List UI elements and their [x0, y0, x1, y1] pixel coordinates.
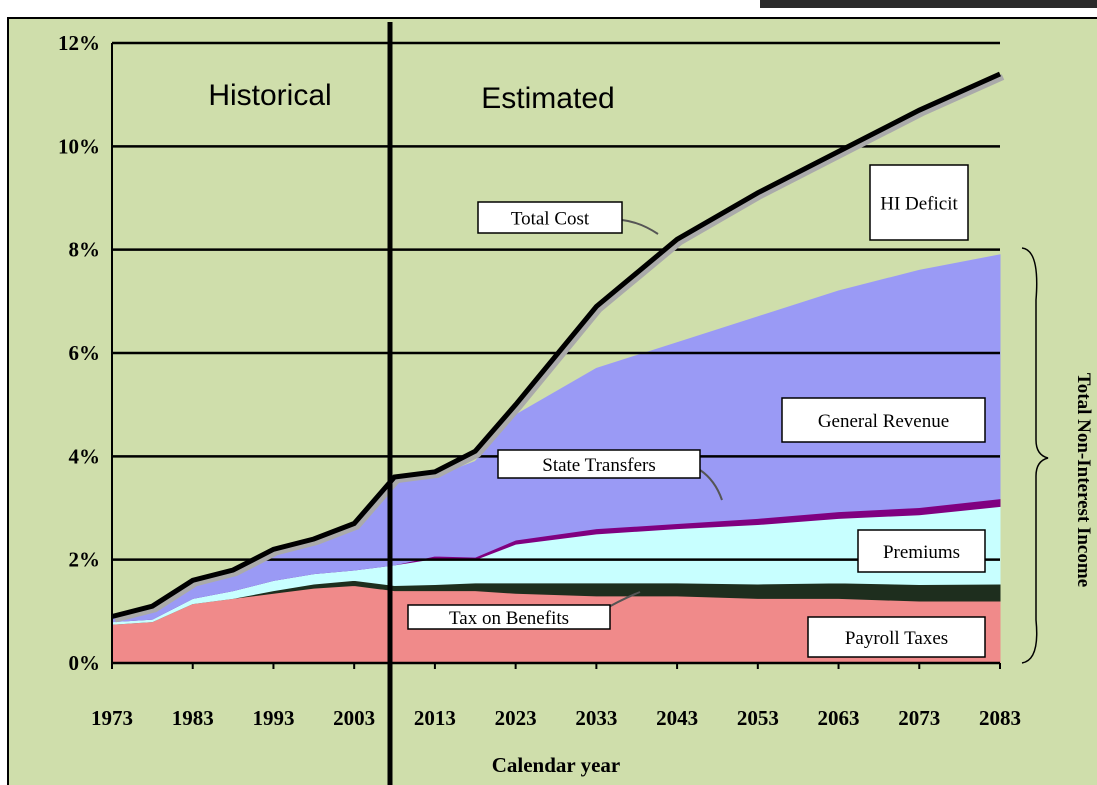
line-shadow	[114, 74, 1005, 623]
series-label-box	[807, 616, 986, 658]
y-tick-label: 8%	[69, 238, 101, 262]
plot-area: 0% 2% 4% 6% 8% 10% 12% 1973 1983 1993 2003 2013 2023…	[58, 31, 1021, 730]
x-tick-label: 2023	[495, 706, 537, 730]
x-tick-label: 2033	[575, 706, 617, 730]
income-label: Total Non-Interest Income	[1073, 373, 1094, 587]
income-brace	[1021, 247, 1049, 664]
series-label-box	[477, 201, 623, 234]
y-tick-label: 0%	[69, 651, 101, 675]
estimated-label: Estimated	[481, 82, 614, 115]
x-tick-label: 2003	[333, 706, 375, 730]
historical-label: Historical	[208, 79, 331, 112]
x-tick-label: 2013	[414, 706, 456, 730]
series-label-box	[407, 604, 611, 630]
x-tick-label: 2083	[979, 706, 1021, 730]
x-tick-label: 2043	[656, 706, 698, 730]
series-labels: Payroll Taxes Tax on Benefits Premiums Stat…	[407, 164, 986, 658]
x-tick-label: 2063	[818, 706, 860, 730]
series-label: General Revenue	[818, 411, 949, 432]
x-tick-label: 1983	[172, 706, 214, 730]
deficit-label-box	[869, 164, 969, 241]
series-label-box	[781, 397, 986, 443]
x-axis-title: Calendar year	[492, 753, 621, 777]
arrow	[621, 219, 659, 235]
y-tick-label: 6%	[69, 341, 101, 365]
line	[111, 71, 1002, 619]
x-tick-label: 2073	[898, 706, 940, 730]
arrow	[699, 469, 723, 501]
y-tick-label: 10%	[58, 134, 100, 158]
series-label: Tax on Benefits	[449, 608, 569, 629]
photo-corner	[760, 0, 1097, 8]
series-label: Payroll Taxes	[845, 628, 948, 649]
y-tick-label: 4%	[69, 444, 101, 468]
series-label: State Transfers	[542, 455, 655, 476]
y-tick-label: 2%	[69, 548, 101, 572]
x-tick-label: 2053	[737, 706, 779, 730]
deficit-label: HI Deficit	[880, 194, 958, 215]
series-label: Premiums	[883, 542, 960, 563]
series-label: Total Cost	[511, 209, 590, 230]
y-tick-label: 12%	[58, 31, 100, 55]
series-label-box	[497, 449, 701, 479]
x-tick-label: 1993	[252, 706, 294, 730]
x-tick-label: 1973	[91, 706, 133, 730]
series-label-box	[857, 529, 986, 573]
